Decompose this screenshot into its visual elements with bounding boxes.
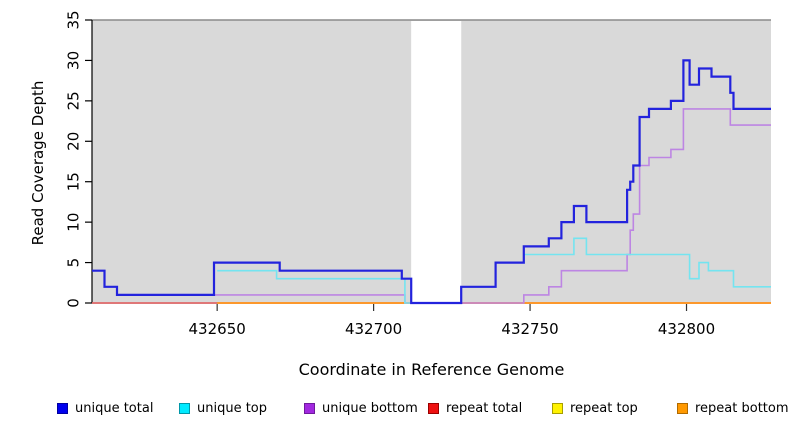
legend-swatch-unique-total bbox=[57, 402, 68, 414]
y-tick-label: 20 bbox=[65, 132, 83, 151]
legend-label: repeat total bbox=[446, 400, 523, 416]
y-tick-label: 25 bbox=[65, 91, 83, 110]
legend-label: unique bottom bbox=[322, 400, 418, 416]
legend-item-repeat-top: repeat top bbox=[552, 398, 638, 418]
series-line-unique-total bbox=[92, 59, 771, 305]
legend-label: unique top bbox=[197, 400, 268, 416]
legend-item-unique-top: unique top bbox=[179, 398, 267, 418]
y-tick-label: 30 bbox=[65, 51, 83, 70]
series-line-unique-bottom bbox=[214, 108, 771, 304]
series-line-unique-top bbox=[217, 237, 771, 304]
y-tick-label: 5 bbox=[65, 258, 83, 268]
x-axis-title: Coordinate in Reference Genome bbox=[298, 360, 565, 379]
x-tick-label: 432750 bbox=[501, 320, 558, 338]
x-tick-label: 432700 bbox=[345, 320, 402, 338]
legend-swatch-repeat-bottom bbox=[677, 402, 688, 414]
y-tick-label: 35 bbox=[65, 10, 83, 29]
legend-label: repeat bottom bbox=[695, 400, 789, 416]
masked-region bbox=[411, 21, 462, 304]
y-tick-label: 10 bbox=[65, 213, 83, 232]
x-tick-label: 432650 bbox=[189, 320, 246, 338]
x-tick-label: 432800 bbox=[658, 320, 715, 338]
legend-item-repeat-bottom: repeat bottom bbox=[677, 398, 789, 418]
y-tick-label: 0 bbox=[65, 298, 83, 308]
legend-swatch-repeat-top bbox=[552, 402, 563, 414]
y-tick-label: 15 bbox=[65, 172, 83, 191]
legend: unique total unique top unique bottom repea… bbox=[0, 398, 792, 420]
y-axis-title: Read Coverage Depth bbox=[29, 80, 47, 246]
legend-swatch-unique-bottom bbox=[304, 402, 315, 414]
legend-label: unique total bbox=[75, 400, 154, 416]
legend-item-unique-total: unique total bbox=[57, 398, 153, 418]
legend-label: repeat top bbox=[570, 400, 638, 416]
legend-item-repeat-total: repeat total bbox=[428, 398, 522, 418]
legend-swatch-repeat-total bbox=[428, 402, 439, 414]
legend-swatch-unique-top bbox=[179, 402, 190, 414]
legend-item-unique-bottom: unique bottom bbox=[304, 398, 418, 418]
